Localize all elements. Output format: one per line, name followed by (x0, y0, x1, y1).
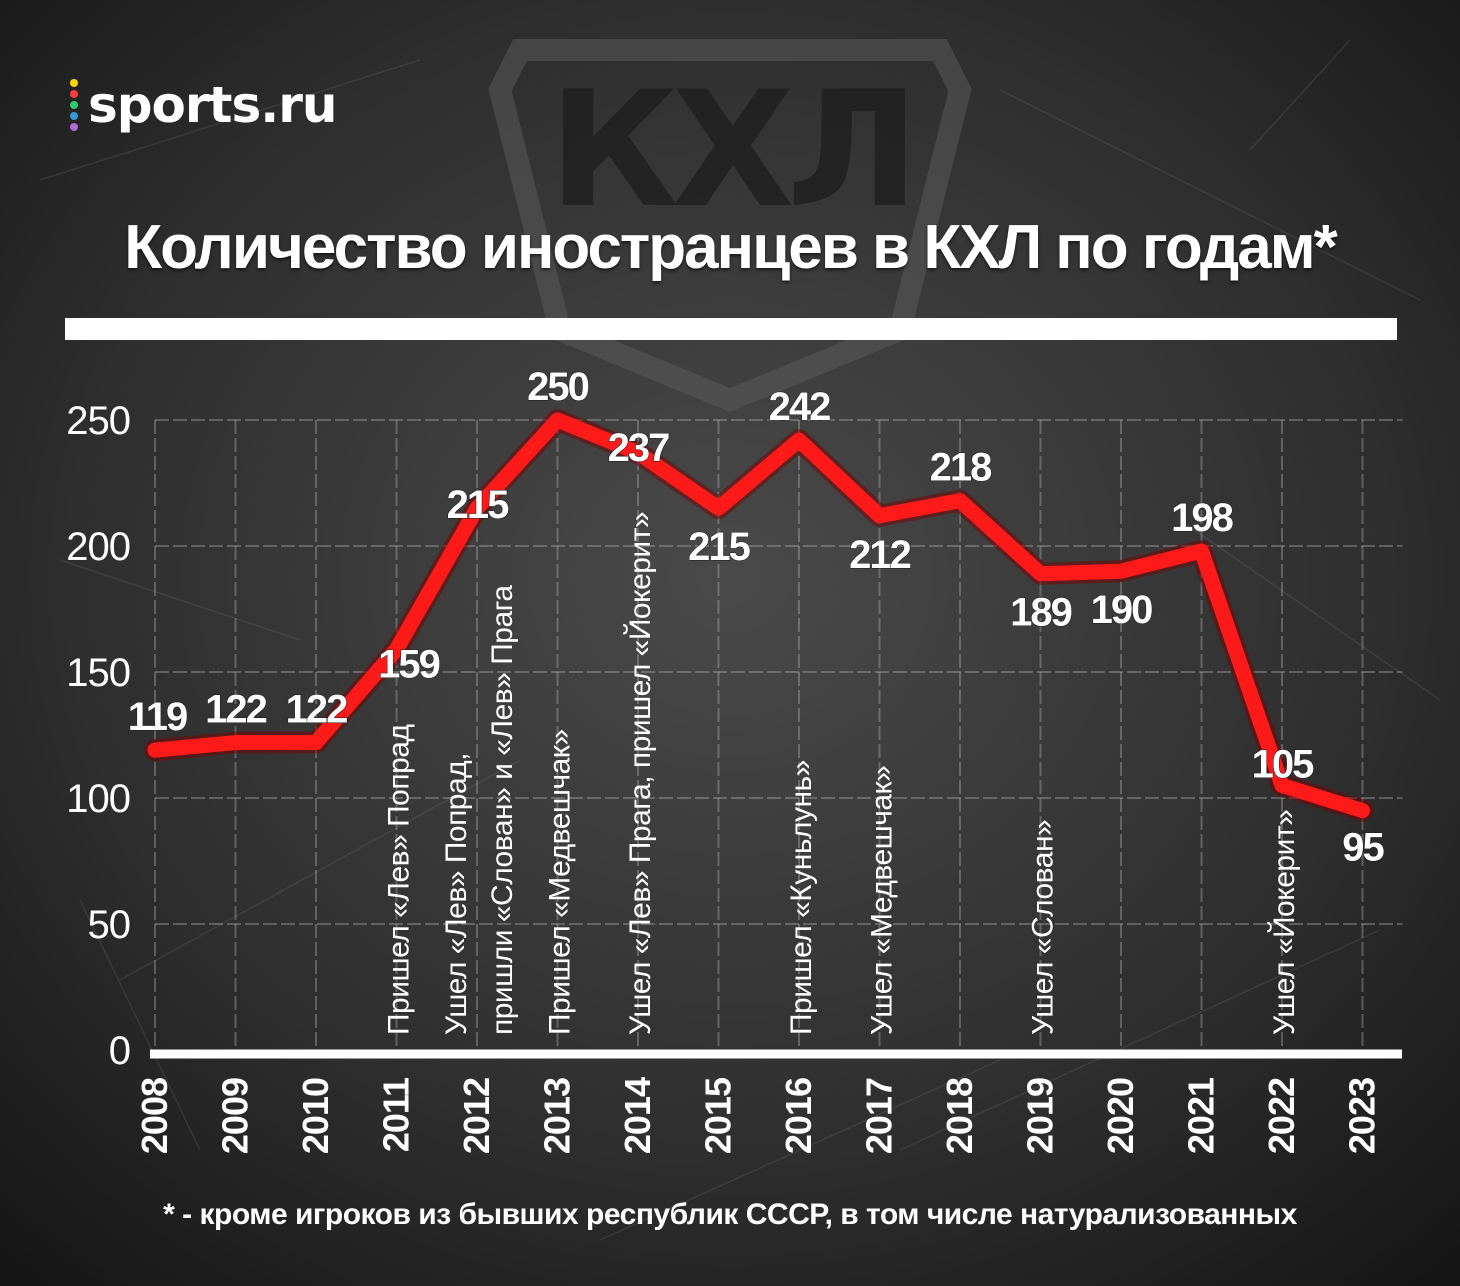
y-tick-label: 250 (66, 399, 130, 443)
x-tick-label: 2010 (295, 1078, 336, 1154)
x-tick-label: 2018 (939, 1078, 980, 1154)
event-annotation: Пришел «Лев» Попрад (383, 725, 416, 1035)
event-annotation: Ушел «Медвешчак» (866, 766, 899, 1035)
logo-dot (70, 79, 78, 87)
event-annotation: Ушел «Слован» (1027, 820, 1060, 1035)
x-tick-label: 2022 (1261, 1078, 1302, 1154)
data-label: 215 (688, 525, 750, 569)
logo-dots-icon (70, 79, 78, 131)
footnote: * - кроме игроков из бывших республик СС… (163, 1198, 1297, 1231)
data-label: 218 (930, 446, 992, 490)
event-annotation: Ушел «Лев» Попрад, (440, 753, 473, 1035)
chart-title: Количество иностранцев в КХЛ по годам* (124, 213, 1337, 282)
event-annotation: пришли «Слован» и «Лев» Прага (486, 585, 519, 1035)
data-label: 190 (1091, 588, 1152, 632)
x-tick-label: 2015 (698, 1077, 739, 1154)
series-line (147, 412, 1370, 819)
y-tick-label: 100 (66, 777, 130, 821)
x-tick-label: 2019 (1020, 1078, 1061, 1154)
event-annotation: Ушел «Лев» Прага, пришел «Йокерит» (623, 512, 657, 1035)
x-tick-label: 2017 (859, 1078, 900, 1154)
data-label: 122 (286, 688, 347, 732)
data-label: 215 (447, 483, 509, 527)
x-tick-label: 2014 (617, 1077, 658, 1154)
y-tick-label: 200 (66, 525, 130, 569)
event-annotation: Ушел «Йокерит» (1267, 810, 1301, 1035)
data-label: 159 (378, 642, 439, 686)
y-tick-label: 0 (109, 1029, 130, 1073)
data-label: 95 (1342, 826, 1384, 870)
data-label: 250 (527, 365, 588, 409)
logo-dot (70, 112, 78, 120)
data-label: 119 (128, 695, 187, 739)
data-label: 242 (769, 385, 830, 429)
data-label: 212 (849, 533, 910, 577)
x-tick-label: 2016 (778, 1078, 819, 1154)
y-tick-label: 50 (88, 903, 131, 947)
khl-shield-icon (488, 39, 972, 412)
logo-dot (70, 123, 78, 131)
x-tick-label: 2011 (376, 1077, 417, 1152)
x-tick-label: 2023 (1342, 1078, 1383, 1154)
x-tick-label: 2020 (1100, 1078, 1141, 1154)
logo-dot (70, 101, 78, 109)
x-tick-label: 2009 (215, 1078, 256, 1154)
data-label: 122 (205, 688, 266, 732)
x-tick-label: 2013 (537, 1078, 578, 1154)
data-label: 237 (608, 426, 669, 470)
sports-ru-logo: sports.ru (70, 72, 337, 138)
data-label: 198 (1171, 496, 1233, 540)
logo-text: sports.ru (88, 76, 337, 134)
khl-watermark-text: КХЛ (548, 56, 911, 243)
scratch-marks (39, 39, 1441, 1241)
title-divider (65, 318, 1397, 340)
x-tick-label: 2012 (456, 1078, 497, 1154)
event-annotation: Пришел «Куньлунь» (785, 760, 818, 1035)
data-label: 105 (1252, 742, 1314, 786)
y-tick-label: 150 (66, 651, 130, 695)
logo-dot (70, 90, 78, 98)
event-annotation: Пришел «Медвешчак» (544, 729, 577, 1035)
data-label: 189 (1010, 591, 1071, 635)
x-tick-label: 2008 (134, 1078, 175, 1154)
x-tick-label: 2021 (1181, 1077, 1222, 1154)
